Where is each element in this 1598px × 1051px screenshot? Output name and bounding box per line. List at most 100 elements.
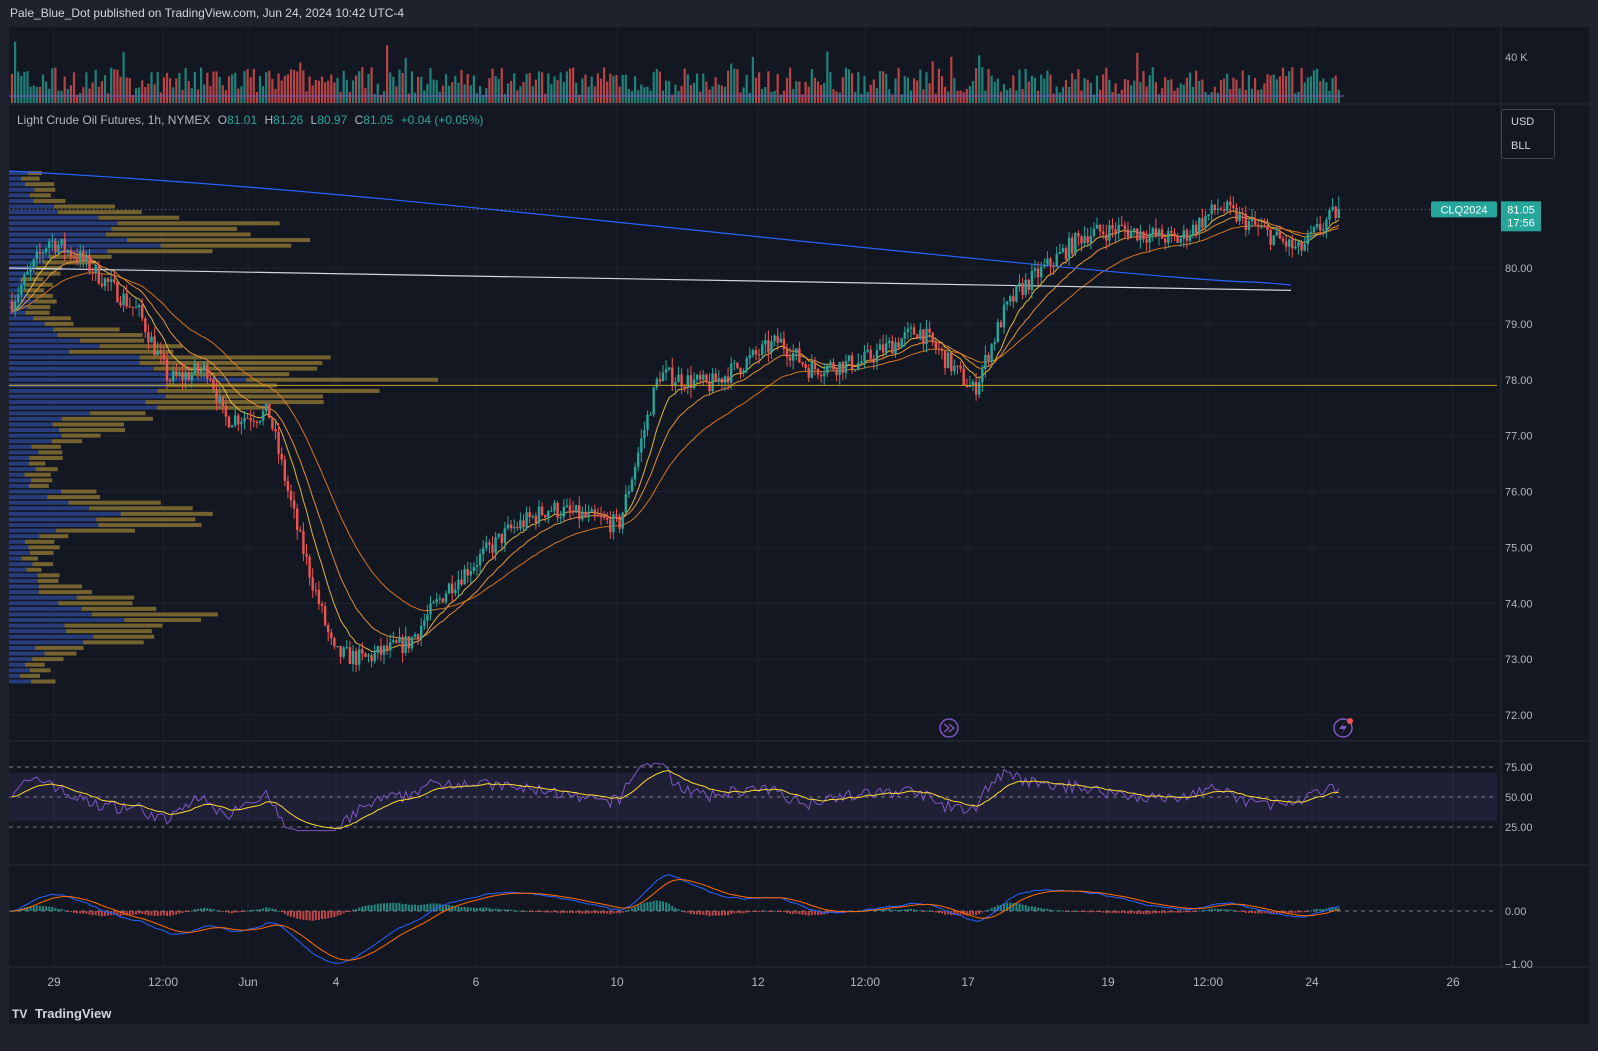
volume-bar	[1089, 82, 1092, 103]
candle	[373, 644, 376, 664]
candle	[457, 570, 460, 598]
candle-body	[79, 250, 82, 261]
macd-hist-bar	[922, 911, 925, 912]
volume-bar	[293, 69, 296, 103]
macd-hist-bar	[1024, 905, 1027, 911]
candle-body	[1133, 228, 1136, 231]
candle-body	[937, 348, 941, 350]
chart-canvas[interactable]: 40 K80.0079.0078.0077.0076.0075.0074.007…	[9, 27, 1589, 1024]
candle	[609, 510, 612, 539]
candle	[175, 363, 178, 379]
macd-hist-bar	[1130, 911, 1133, 914]
candle	[943, 350, 947, 375]
volume-bar	[1126, 79, 1130, 103]
macd-hist-bar	[634, 906, 637, 911]
long-ma-line	[9, 170, 1292, 286]
candle	[327, 622, 330, 642]
candle-body	[1260, 226, 1263, 228]
replay-icon[interactable]	[939, 718, 959, 738]
macd-hist-bar	[1021, 904, 1024, 911]
candle-body	[1263, 226, 1266, 228]
candle-body	[1266, 226, 1269, 230]
candle-body	[175, 371, 178, 376]
flash-alert-icon[interactable]	[1333, 718, 1353, 738]
unit-label[interactable]: BLL	[1511, 140, 1531, 152]
candle	[1198, 216, 1201, 242]
volume-bar	[634, 76, 637, 103]
candle-body	[602, 516, 606, 518]
macd-hist-bar	[590, 911, 593, 914]
vp-bar-up	[9, 422, 53, 427]
macd-hist-bar	[807, 911, 810, 916]
macd-hist-bar	[956, 911, 959, 915]
macd-hist-bar	[1142, 911, 1145, 915]
candle-body	[1142, 231, 1145, 240]
volume-bar	[1130, 85, 1133, 103]
candle-body	[1328, 209, 1331, 220]
y-tick-label: 74.00	[1505, 598, 1533, 610]
candle	[965, 378, 968, 388]
candle-body	[1067, 237, 1071, 260]
candle	[1235, 203, 1238, 224]
candle	[816, 367, 820, 379]
rsi-line	[11, 762, 1340, 832]
vp-bar-down	[96, 517, 196, 522]
volume-bar	[110, 67, 113, 103]
macd-hist-bar	[789, 911, 792, 914]
macd-hist-bar	[327, 911, 330, 919]
candle-body	[1334, 206, 1337, 219]
candle-body	[540, 506, 544, 516]
macd-hist-bar	[1040, 908, 1043, 911]
volume-bar	[271, 78, 274, 103]
low-label: L	[310, 113, 318, 127]
candle	[1322, 222, 1325, 237]
currency-label[interactable]: USD	[1511, 116, 1535, 128]
volume-bar	[1154, 82, 1157, 103]
candle	[823, 363, 826, 386]
candle	[841, 361, 844, 381]
volume-bar	[426, 83, 429, 103]
volume-bar	[147, 83, 150, 103]
vp-bar-up	[9, 673, 21, 678]
candle-body	[807, 367, 810, 378]
vp-bar-down	[64, 623, 163, 628]
vp-bar-up	[9, 679, 32, 684]
volume-bar	[339, 91, 342, 103]
candle-body	[1337, 209, 1340, 219]
candle-body	[302, 531, 305, 555]
macd-hist-bar	[1229, 909, 1232, 911]
vp-bar-up	[9, 198, 34, 203]
candle	[224, 398, 228, 426]
candle	[1182, 224, 1185, 248]
macd-hist-bar	[910, 908, 912, 911]
volume-bar	[234, 72, 237, 103]
ohlc-legend: Light Crude Oil Futures, 1h, NYMEX O81.0…	[17, 113, 483, 127]
price-tag-value: 81.05	[1507, 204, 1535, 216]
macd-hist-bar	[1139, 911, 1142, 914]
volume-bar	[1002, 84, 1006, 103]
volume-bar	[1027, 81, 1030, 103]
volume-bar	[172, 87, 175, 103]
candle-body	[1173, 232, 1176, 237]
x-tick-label: 24	[1305, 975, 1319, 989]
volume-bar	[519, 86, 522, 103]
vp-bar-up	[9, 573, 38, 578]
candle-body	[1027, 279, 1030, 291]
volume-bar	[1043, 78, 1046, 103]
currency-unit-selector[interactable]: USD BLL	[1501, 109, 1555, 159]
candle-body	[928, 328, 931, 333]
volume-bar	[1322, 78, 1325, 103]
volume-bar	[280, 80, 283, 103]
volume-bar	[345, 79, 348, 103]
candle	[1266, 218, 1269, 237]
candle-body	[953, 365, 956, 372]
volume-bar	[1064, 80, 1068, 103]
candle-body	[116, 281, 119, 303]
candle	[88, 249, 91, 275]
volume-bar	[1185, 77, 1188, 103]
candle	[553, 500, 556, 514]
candle-body	[1272, 235, 1275, 245]
vp-bar-down	[30, 478, 53, 483]
macd-hist-bar	[993, 906, 996, 911]
vp-bar-up	[9, 193, 30, 198]
